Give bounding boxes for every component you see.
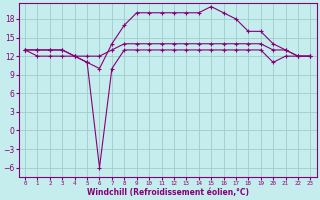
X-axis label: Windchill (Refroidissement éolien,°C): Windchill (Refroidissement éolien,°C) [87, 188, 249, 197]
